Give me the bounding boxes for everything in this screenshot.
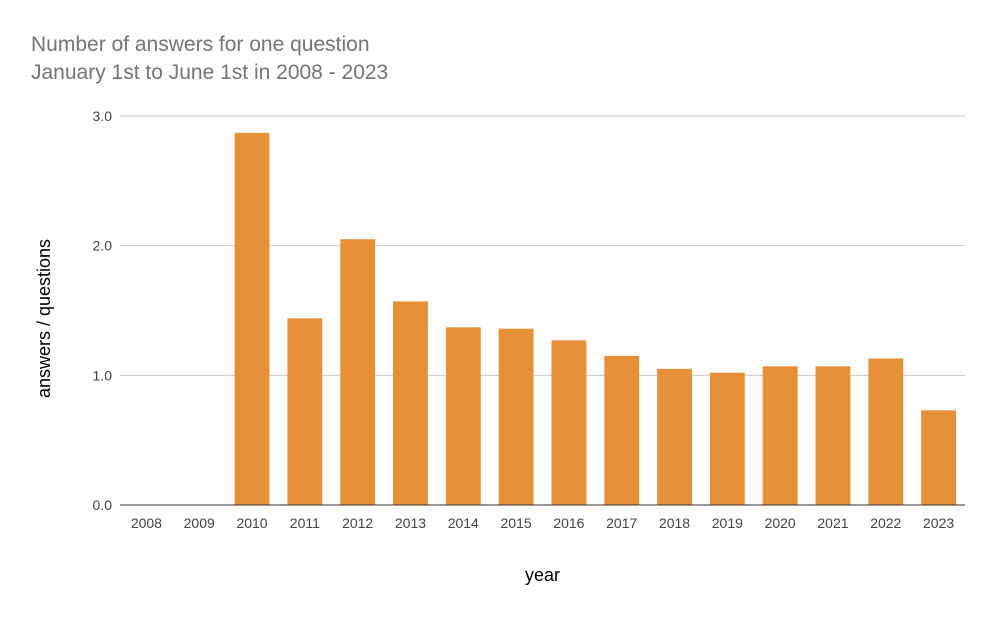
x-tick-label: 2011 (290, 515, 320, 531)
x-tick-label: 2013 (395, 515, 426, 531)
bar-2013 (393, 301, 428, 505)
bar-2019 (709, 372, 745, 505)
bar-2011 (287, 318, 323, 505)
x-tick-label: 2022 (870, 515, 901, 531)
x-tick-label: 2014 (448, 515, 479, 531)
bar-2021 (815, 366, 851, 505)
x-axis-ticks: 2008 2009 2010 2011 2012 2013 2014 2015 2016 2017… (131, 515, 955, 531)
x-tick-label: 2017 (606, 515, 637, 531)
x-tick-label: 2008 (131, 515, 162, 531)
x-tick-label: 2021 (817, 515, 848, 531)
x-tick-label: 2019 (712, 515, 743, 531)
x-tick-label: 2012 (342, 515, 373, 531)
bar-2022 (868, 358, 904, 505)
y-tick-label: 2.0 (93, 238, 113, 254)
x-tick-label: 2016 (553, 515, 584, 531)
y-tick-label: 1.0 (93, 367, 113, 383)
bar-2012 (340, 239, 376, 505)
x-tick-label: 2010 (236, 515, 267, 531)
y-tick-label: 0.0 (93, 497, 113, 513)
bar-2023 (921, 410, 957, 505)
bars (234, 132, 957, 505)
bar-2015 (498, 328, 534, 505)
bar-2017 (604, 355, 640, 505)
y-axis-ticks: 0.0 1.0 2.0 3.0 (93, 108, 113, 513)
x-tick-label: 2018 (659, 515, 690, 531)
x-tick-label: 2020 (765, 515, 796, 531)
x-tick-label: 2015 (501, 515, 532, 531)
y-axis-title: answers / questions (34, 239, 54, 398)
chart-title: Number of answers for one question (31, 33, 370, 56)
chart-subtitle: January 1st to June 1st in 2008 - 2023 (31, 61, 389, 84)
bar-2020 (762, 366, 798, 505)
x-axis-title: year (525, 565, 560, 585)
bar-2010 (234, 132, 270, 505)
x-tick-label: 2009 (184, 515, 215, 531)
bar-2014 (445, 327, 481, 505)
bar-2018 (657, 368, 692, 505)
x-tick-label: 2023 (923, 515, 954, 531)
bar-2016 (551, 340, 587, 505)
y-tick-label: 3.0 (93, 108, 113, 124)
